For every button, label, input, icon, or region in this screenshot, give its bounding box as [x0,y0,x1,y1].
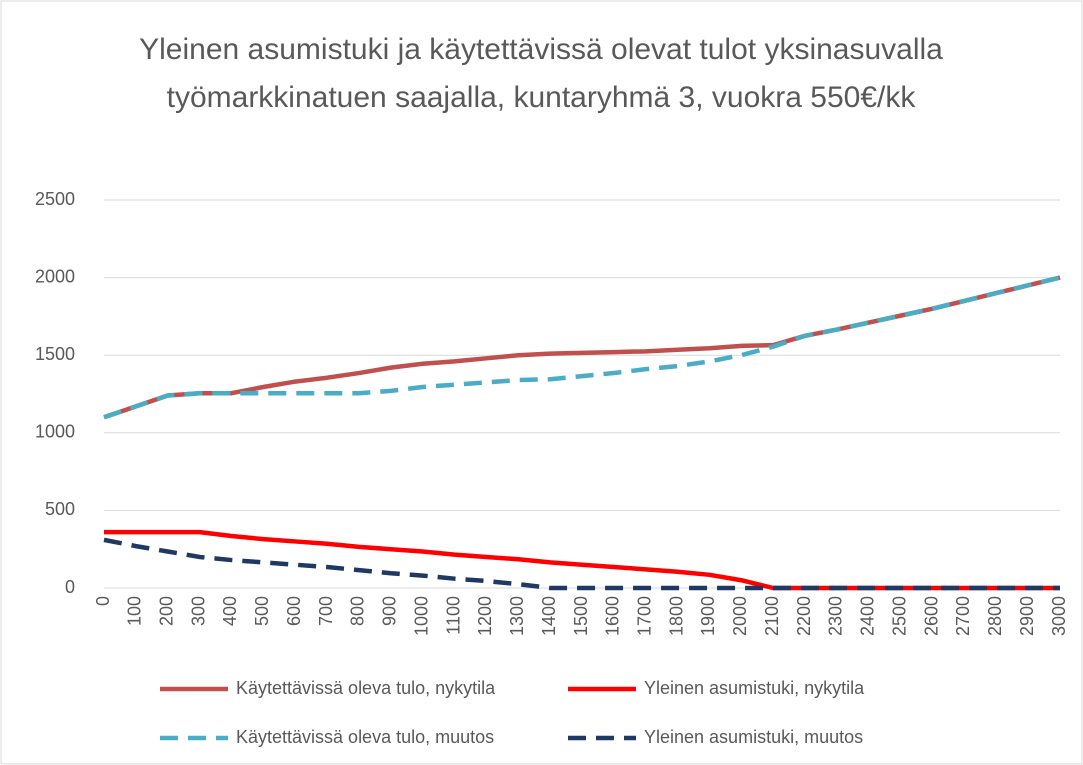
x-tick-label: 100 [125,596,145,626]
y-tick-label: 2000 [35,266,75,286]
x-tick-label: 400 [220,596,240,626]
x-tick-label: 2500 [889,596,909,636]
x-tick-label: 1200 [475,596,495,636]
x-tick-label: 1700 [634,596,654,636]
x-tick-label: 2200 [794,596,814,636]
x-tick-label: 3000 [1049,596,1069,636]
series-line [103,275,1061,420]
x-tick-label: 1400 [539,596,559,636]
series-line [103,275,1061,420]
x-tick-label: 1300 [507,596,527,636]
chart-title: Yleinen asumistuki ja käytettävissä olev… [139,33,943,114]
x-tick-label: 2400 [858,596,878,636]
x-tick-label: 2000 [730,596,750,636]
x-tick-label: 700 [316,596,336,626]
legend-label: Yleinen asumistuki, muutos [644,727,863,747]
x-tick-label: 1500 [571,596,591,636]
y-tick-label: 1500 [35,344,75,364]
x-tick-label: 1000 [411,596,431,636]
x-tick-label: 2800 [985,596,1005,636]
y-tick-label: 500 [45,499,75,519]
y-tick-label: 0 [65,577,75,597]
legend-label: Käytettävissä oleva tulo, muutos [236,727,494,747]
y-tick-label: 2500 [35,189,75,209]
x-tick-label: 2700 [953,596,973,636]
legend-label: Käytettävissä oleva tulo, nykytila [236,678,496,698]
x-tick-label: 300 [188,596,208,626]
x-tick-label: 0 [93,596,113,606]
x-tick-label: 2600 [921,596,941,636]
x-tick-label: 800 [348,596,368,626]
x-tick-label: 2100 [762,596,782,636]
y-tick-label: 1000 [35,422,75,442]
x-tick-label: 2300 [826,596,846,636]
x-tick-label: 900 [380,596,400,626]
x-tick-label: 1800 [666,596,686,636]
x-tick-label: 1600 [603,596,623,636]
x-tick-label: 200 [156,596,176,626]
x-tick-label: 1900 [698,596,718,636]
x-tick-label: 600 [284,596,304,626]
x-tick-label: 500 [252,596,272,626]
legend-label: Yleinen asumistuki, nykytila [644,678,865,698]
x-tick-label: 2900 [1017,596,1037,636]
series-line [103,537,1060,591]
x-tick-label: 1100 [443,596,463,635]
